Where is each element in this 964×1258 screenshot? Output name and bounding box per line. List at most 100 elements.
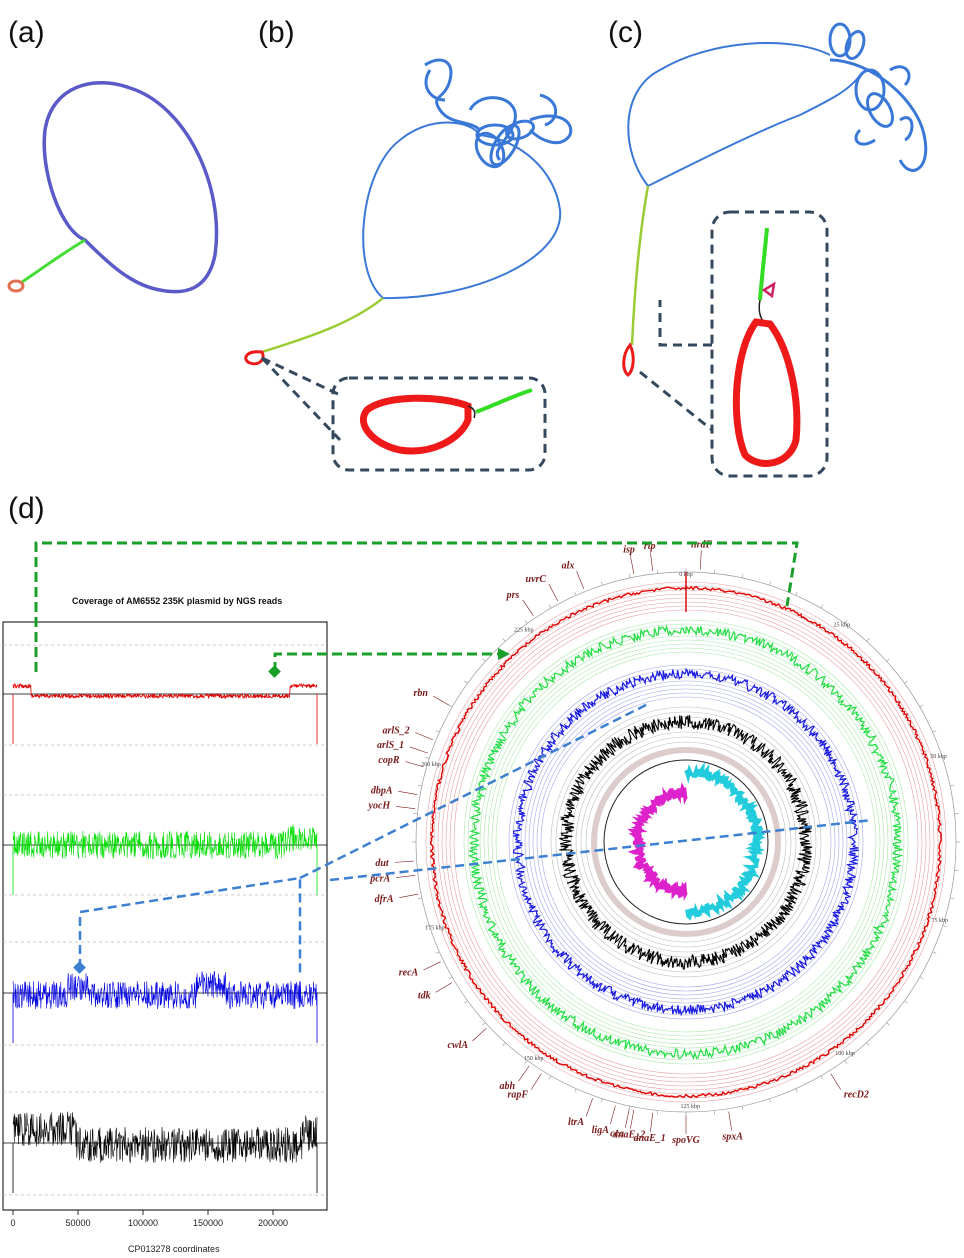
gene-label-recA: recA: [399, 968, 419, 979]
circular-track-blue: [512, 667, 860, 1017]
graph-b-red-loop: [244, 350, 265, 366]
blue-connector-1: [78, 876, 302, 975]
graph-a-main-loop: [42, 81, 219, 294]
inset-c-junction: [758, 299, 765, 323]
gene-label-dnaE_1: dnaE_1: [634, 1133, 666, 1144]
gene-tick-alx: [576, 571, 585, 589]
green-diamond-marker: [268, 665, 281, 678]
gene-tick-rbn: [432, 695, 450, 706]
gene-label-rapF: rapF: [508, 1090, 529, 1101]
gene-label-ligA: ligA: [592, 1125, 610, 1136]
green-connector-mid: [273, 652, 498, 672]
panel-label-a: (a): [8, 16, 45, 49]
gene-label-cwlA: cwlA: [448, 1040, 469, 1051]
coverage-track-green: [12, 825, 318, 860]
kbp-label: 175 kbp: [425, 926, 445, 932]
graph-b-main-loop: [362, 121, 562, 300]
gene-label-isp: isp: [623, 545, 635, 556]
kbp-label: 125 kbp: [680, 1104, 700, 1110]
inset-b-green-edge: [475, 388, 533, 414]
gene-tick-dbpA: [398, 790, 418, 795]
gene-label-dfrA: dfrA: [375, 894, 394, 905]
assembly-graph-a: [7, 81, 219, 294]
circular-track-black: [559, 715, 813, 970]
gene-label-pcrA: pcrA: [369, 873, 390, 884]
inset-b-connector-2: [260, 356, 342, 442]
x-axis-label: CP013278 coordinates: [128, 1244, 220, 1254]
x-tick-50000: 50000: [65, 1218, 90, 1228]
gene-label-tdk: tdk: [418, 991, 431, 1002]
gene-label-dbpA: dbpA: [371, 785, 393, 796]
gene-tick-arlS_1: [409, 746, 428, 754]
gene-tick-pcrA: [396, 874, 416, 878]
gene-tick-dnaE_2: [629, 1109, 635, 1129]
inset-c-green-edge: [758, 227, 769, 301]
graph-c-green-edge: [630, 185, 650, 346]
kbp-label: 0 kbp: [679, 572, 693, 578]
graph-c-tangle: [828, 22, 928, 172]
gene-tick-tdk: [435, 982, 453, 993]
green-arrowhead: [498, 648, 510, 660]
coverage-title: Coverage of AM6552 235K plasmid by NGS r…: [72, 596, 282, 606]
gene-tick-ltrA: [585, 1098, 593, 1117]
inset-c-connector: [658, 300, 712, 347]
gene-label-nrdF: nrdF: [691, 539, 712, 550]
kbp-labels: 0 kbp 25 kbp 50 kbp 75 kbp 100 kbp 125 kbp 150…: [412, 568, 960, 1116]
coverage-track-blue: [12, 971, 318, 1010]
gene-label-uvrC: uvrC: [526, 574, 547, 585]
coverage-baselines: [3, 693, 327, 1144]
inset-b-red-loop: [359, 394, 472, 455]
green-connector-top: [34, 541, 799, 672]
inset-b-junction: [467, 405, 476, 419]
kbp-label: 225 kbp: [514, 627, 534, 633]
gene-label-spoVG: spoVG: [671, 1135, 701, 1146]
gene-tick-yocH: [396, 806, 416, 810]
x-tick-200000: 200000: [258, 1218, 288, 1228]
inset-c-pink-loop: [761, 281, 776, 299]
gene-tick-copR: [405, 761, 424, 768]
gene-label-arlS_1: arlS_1: [377, 740, 404, 751]
kbp-label: 25 kbp: [833, 622, 850, 628]
gene-label-dnaE_2: dnaE_2: [613, 1130, 645, 1141]
gene-tick-rapF: [531, 1073, 542, 1090]
graph-b-green-edge: [261, 297, 384, 354]
gene-label-alx: alx: [562, 561, 575, 572]
gene-label-ltrA: ltrA: [568, 1117, 584, 1128]
x-tick-150000: 150000: [193, 1218, 223, 1228]
assembly-graph-b: [244, 58, 573, 472]
gene-tick-dfrA: [399, 893, 419, 899]
coverage-track-red: [12, 682, 318, 700]
panel-label-c: (c): [608, 16, 643, 49]
gene-tick-arlS_2: [415, 732, 433, 741]
panel-label-b: (b): [258, 16, 295, 49]
assembly-graph-c: [622, 22, 928, 478]
kbp-label: 200 kbp: [421, 762, 441, 768]
gene-tick-prs: [522, 599, 534, 616]
gc-skew-negative: [627, 782, 688, 902]
gene-tick-dnaE_1: [650, 1112, 654, 1132]
gene-label-arlS_2: arlS_2: [382, 725, 409, 736]
kbp-label: 75 kbp: [931, 918, 948, 924]
gene-label-yocH: yocH: [368, 801, 392, 812]
coverage-track-black: [12, 1111, 318, 1164]
kbp-label: 50 kbp: [930, 754, 947, 760]
graph-c-main-loop: [627, 42, 861, 187]
gene-tick-cca: [624, 1108, 630, 1128]
inset-b-box: [331, 376, 547, 472]
gene-tick-nrdF: [699, 550, 702, 570]
blue-connector-3: [329, 818, 873, 882]
gene-tick-isp: [629, 555, 635, 575]
graph-a-red-loop: [7, 279, 25, 293]
blue-diamond-marker: [73, 961, 86, 974]
circular-track-green: [467, 624, 904, 1060]
x-tick-100000: 100000: [128, 1218, 158, 1228]
kbp-label: 100 kbp: [835, 1051, 855, 1057]
gene-tick-spxA: [728, 1111, 732, 1131]
panel-label-d: (d): [8, 492, 45, 525]
coverage-frame: [2, 621, 328, 1211]
kbp-label: 150 kbp: [524, 1056, 544, 1062]
inset-c-connector-2: [639, 370, 713, 432]
coverage-tracks: [12, 682, 318, 1193]
